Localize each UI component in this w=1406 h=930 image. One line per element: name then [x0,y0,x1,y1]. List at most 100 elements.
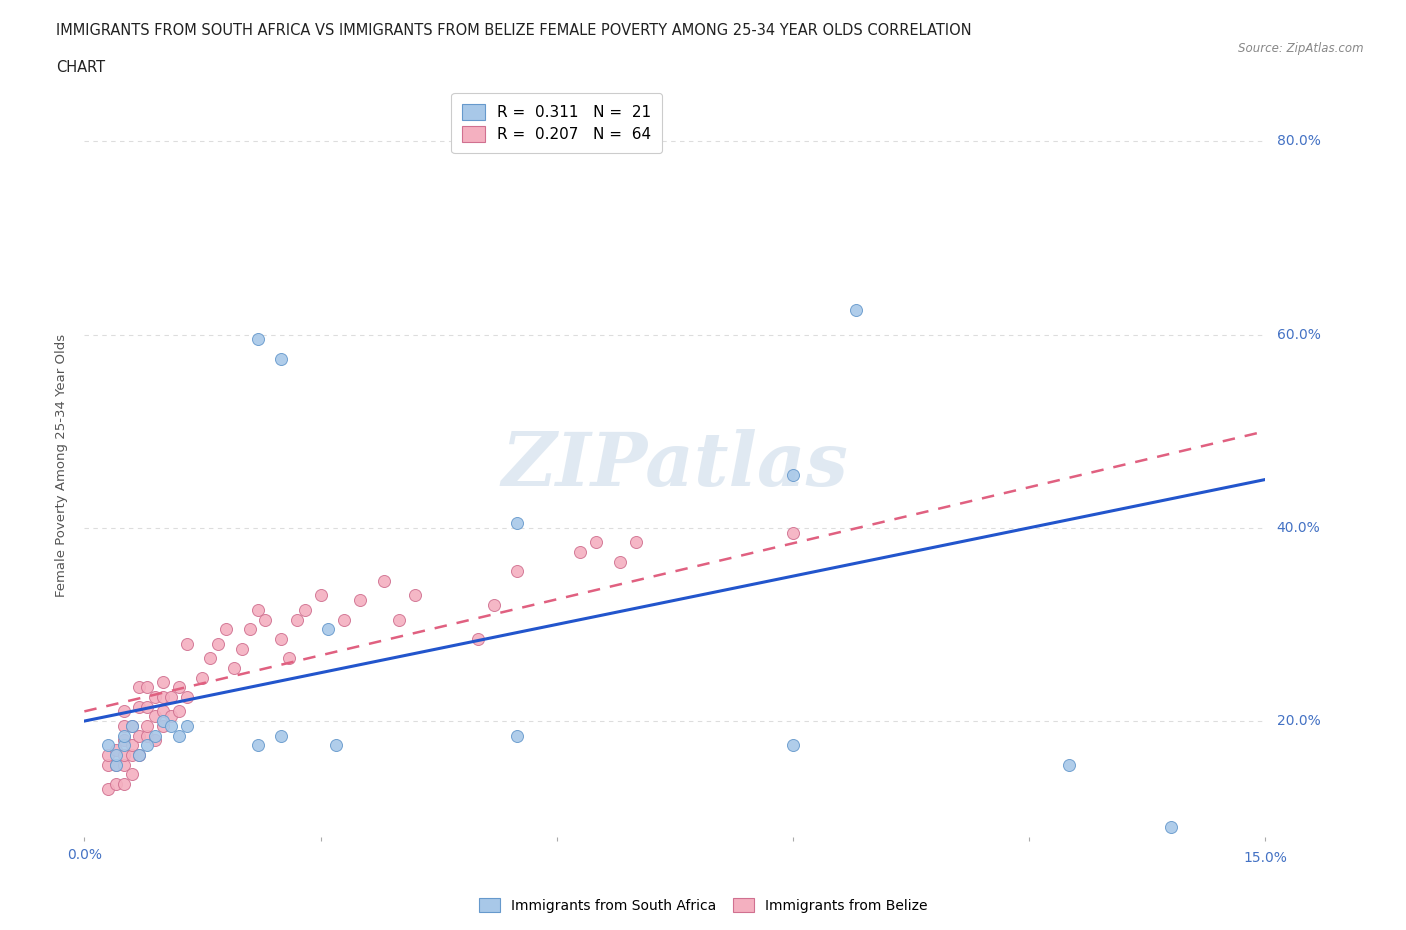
Point [506,728,529,743]
Point [506,564,529,578]
Point [160,719,183,734]
Point [121,719,143,734]
Point [112,728,135,743]
Point [585,535,607,550]
Point [222,660,245,675]
Point [285,612,308,627]
Point [112,748,135,763]
Point [121,766,143,781]
Text: CHART: CHART [56,60,105,75]
Point [152,704,174,719]
Point [128,748,150,763]
Point [136,728,159,743]
Point [112,719,135,734]
Point [112,757,135,772]
Text: Source: ZipAtlas.com: Source: ZipAtlas.com [1239,42,1364,55]
Point [278,651,301,666]
Point [1057,757,1080,772]
Point [782,525,804,540]
Point [207,636,229,651]
Legend: R =  0.311   N =  21, R =  0.207   N =  64: R = 0.311 N = 21, R = 0.207 N = 64 [451,93,662,153]
Point [104,748,127,763]
Point [97,737,120,752]
Point [143,733,166,748]
Point [97,781,120,796]
Point [318,622,340,637]
Point [506,515,529,530]
Point [254,612,277,627]
Point [246,332,269,347]
Point [121,737,143,752]
Point [167,728,190,743]
Point [128,680,150,695]
Point [121,719,143,734]
Point [136,680,159,695]
Point [200,651,222,666]
Point [121,748,143,763]
Point [325,737,347,752]
Point [294,603,316,618]
Point [231,641,253,656]
Text: 60.0%: 60.0% [1277,327,1320,341]
Text: 20.0%: 20.0% [1277,714,1320,728]
Point [246,603,269,618]
Point [143,689,166,704]
Text: 80.0%: 80.0% [1277,134,1320,148]
Point [112,737,135,752]
Point [128,748,150,763]
Point [97,748,120,763]
Point [160,709,183,724]
Point [309,588,332,603]
Point [782,467,804,482]
Point [624,535,647,550]
Point [152,713,174,728]
Point [152,689,174,704]
Point [176,636,198,651]
Text: 40.0%: 40.0% [1277,521,1320,535]
Point [333,612,356,627]
Point [782,737,804,752]
Point [152,675,174,690]
Point [152,719,174,734]
Point [128,728,150,743]
Point [373,574,395,589]
Point [239,622,262,637]
Point [167,704,190,719]
Point [845,303,868,318]
Point [104,757,127,772]
Point [215,622,238,637]
Point [112,704,135,719]
Y-axis label: Female Poverty Among 25-34 Year Olds: Female Poverty Among 25-34 Year Olds [55,334,69,596]
Legend: Immigrants from South Africa, Immigrants from Belize: Immigrants from South Africa, Immigrants… [474,893,932,919]
Point [160,689,183,704]
Text: 15.0%: 15.0% [1243,851,1288,865]
Point [104,742,127,757]
Point [270,631,292,646]
Point [176,719,198,734]
Point [404,588,426,603]
Point [569,545,592,560]
Text: ZIPatlas: ZIPatlas [502,429,848,501]
Point [104,757,127,772]
Point [176,689,198,704]
Point [167,680,190,695]
Point [112,777,135,791]
Point [143,709,166,724]
Point [388,612,411,627]
Point [136,719,159,734]
Point [128,699,150,714]
Point [136,699,159,714]
Point [609,554,631,569]
Point [482,598,505,613]
Point [270,728,292,743]
Point [104,777,127,791]
Point [191,671,214,685]
Point [467,631,489,646]
Point [246,737,269,752]
Point [136,737,159,752]
Text: IMMIGRANTS FROM SOUTH AFRICA VS IMMIGRANTS FROM BELIZE FEMALE POVERTY AMONG 25-3: IMMIGRANTS FROM SOUTH AFRICA VS IMMIGRAN… [56,23,972,38]
Point [97,757,120,772]
Point [112,733,135,748]
Point [270,352,292,366]
Point [143,728,166,743]
